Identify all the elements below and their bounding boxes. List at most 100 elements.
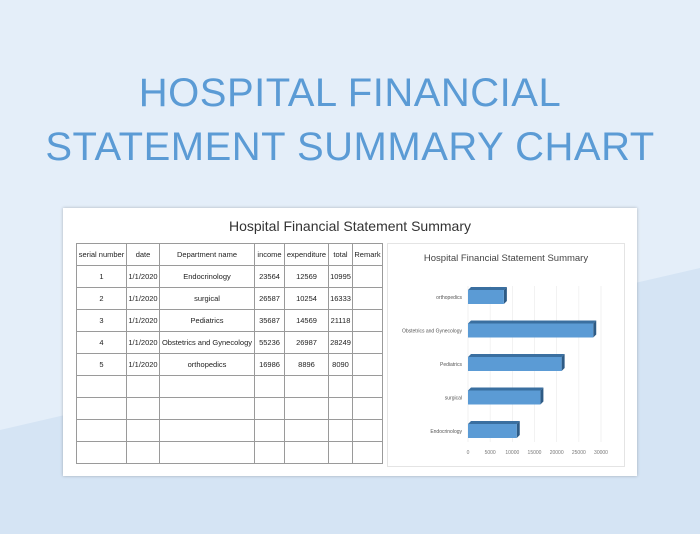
x-tick-label: 30000 [594, 450, 608, 456]
category-label: Pediatrics [440, 362, 462, 368]
table-cell[interactable] [352, 309, 383, 332]
table-header-row: serial number date Department name income ex… [76, 243, 383, 266]
table-cell[interactable] [126, 397, 160, 420]
table-cell[interactable]: 10995 [328, 265, 353, 288]
table-cell[interactable]: Endocrinology [159, 265, 255, 288]
bar-side-face [516, 421, 520, 438]
table-cell[interactable]: 35687 [254, 309, 285, 332]
table-cell[interactable]: 1 [76, 265, 127, 288]
x-tick-label: 5000 [485, 450, 496, 456]
table-cell[interactable]: 1/1/2020 [126, 331, 160, 354]
table-cell[interactable] [126, 419, 160, 442]
table-cell[interactable] [352, 419, 383, 442]
spreadsheet-preview: Hospital Financial Statement Summary ser… [63, 208, 637, 476]
table-cell[interactable]: orthopedics [159, 353, 255, 376]
table-cell[interactable] [328, 397, 353, 420]
table-header-cell: income [254, 243, 285, 266]
table-cell[interactable] [328, 375, 353, 398]
x-tick-label: 10000 [505, 450, 519, 456]
table-cell[interactable] [328, 419, 353, 442]
table-cell[interactable]: surgical [159, 287, 255, 310]
table-cell[interactable] [328, 441, 353, 464]
table-row: 4 1/1/2020 Obstetrics and Gynecology 55236 2… [76, 331, 383, 354]
table-cell[interactable]: 2 [76, 287, 127, 310]
data-table: serial number date Department name income ex… [76, 243, 383, 464]
table-header-cell: total [328, 243, 353, 266]
table-body: 1 1/1/2020 Endocrinology 23564 12569 10995 2 1/… [76, 265, 383, 464]
table-cell[interactable] [76, 375, 127, 398]
table-cell[interactable]: 8090 [328, 353, 353, 376]
table-cell[interactable]: 16333 [328, 287, 353, 310]
table-cell[interactable]: 1/1/2020 [126, 287, 160, 310]
table-cell[interactable]: 12569 [284, 265, 329, 288]
table-cell[interactable] [159, 397, 255, 420]
table-cell[interactable]: 1/1/2020 [126, 353, 160, 376]
table-cell[interactable] [254, 441, 285, 464]
bar-top-face [468, 421, 520, 424]
table-cell[interactable]: Pediatrics [159, 309, 255, 332]
table-cell[interactable]: 21118 [328, 309, 353, 332]
bar-top-face [468, 387, 544, 391]
chart-panel: Hospital Financial Statement Summary 0 500… [387, 243, 625, 467]
table-cell[interactable] [254, 375, 285, 398]
table-header-cell: Department name [159, 243, 255, 266]
table-cell[interactable]: 1/1/2020 [126, 265, 160, 288]
bar [468, 390, 541, 405]
table-cell[interactable] [76, 441, 127, 464]
table-cell[interactable] [159, 419, 255, 442]
table-cell[interactable]: Obstetrics and Gynecology [159, 331, 255, 354]
table-cell[interactable]: 8896 [284, 353, 329, 376]
bar [468, 424, 517, 438]
category-label: orthopedics [436, 295, 462, 301]
x-tick-label: 0 [467, 450, 470, 456]
table-cell[interactable]: 4 [76, 331, 127, 354]
table-row [76, 397, 383, 420]
bar [468, 290, 504, 304]
table-row [76, 441, 383, 464]
table-cell[interactable]: 10254 [284, 287, 329, 310]
table-cell[interactable]: 3 [76, 309, 127, 332]
table-cell[interactable] [352, 331, 383, 354]
table-cell[interactable] [254, 419, 285, 442]
table-cell[interactable]: 14569 [284, 309, 329, 332]
table-cell[interactable]: 1/1/2020 [126, 309, 160, 332]
table-cell[interactable]: 5 [76, 353, 127, 376]
table-cell[interactable]: 26587 [254, 287, 285, 310]
table-cell[interactable] [76, 397, 127, 420]
table-cell[interactable]: 16986 [254, 353, 285, 376]
table-row: 1 1/1/2020 Endocrinology 23564 12569 10995 [76, 265, 383, 288]
sheet-title: Hospital Financial Statement Summary [229, 218, 471, 234]
page-heading-line-1: HOSPITAL FINANCIAL [138, 71, 562, 115]
category-label: Obstetrics and Gynecology [402, 329, 463, 335]
table-cell[interactable] [126, 375, 160, 398]
table-cell[interactable] [76, 419, 127, 442]
category-label: surgical [445, 396, 462, 402]
table-header-cell: Remark [352, 243, 383, 266]
table-cell[interactable]: 26987 [284, 331, 329, 354]
bar-side-face [503, 287, 507, 304]
table-cell[interactable] [284, 397, 329, 420]
table-row: 2 1/1/2020 surgical 26587 10254 16333 [76, 287, 383, 310]
bar [468, 357, 562, 371]
table-cell[interactable] [284, 375, 329, 398]
table-cell[interactable] [159, 375, 255, 398]
table-cell[interactable] [352, 265, 383, 288]
page-heading: HOSPITAL FINANCIAL STATEMENT SUMMARY CHA… [0, 66, 700, 174]
table-cell[interactable]: 23564 [254, 265, 285, 288]
table-cell[interactable] [254, 397, 285, 420]
table-cell[interactable] [159, 441, 255, 464]
table-cell[interactable]: 55236 [254, 331, 285, 354]
table-cell[interactable] [284, 419, 329, 442]
table-cell[interactable] [352, 287, 383, 310]
table-cell[interactable] [352, 375, 383, 398]
table-cell[interactable] [352, 353, 383, 376]
table-cell[interactable] [284, 441, 329, 464]
bar-chart: Hospital Financial Statement Summary 0 500… [402, 253, 608, 456]
table-cell[interactable]: 28249 [328, 331, 353, 354]
table-cell[interactable] [352, 441, 383, 464]
table-cell[interactable] [126, 441, 160, 464]
bar-side-face [540, 387, 544, 405]
table-cell[interactable] [352, 397, 383, 420]
bar [468, 323, 594, 338]
x-tick-label: 15000 [528, 450, 542, 456]
